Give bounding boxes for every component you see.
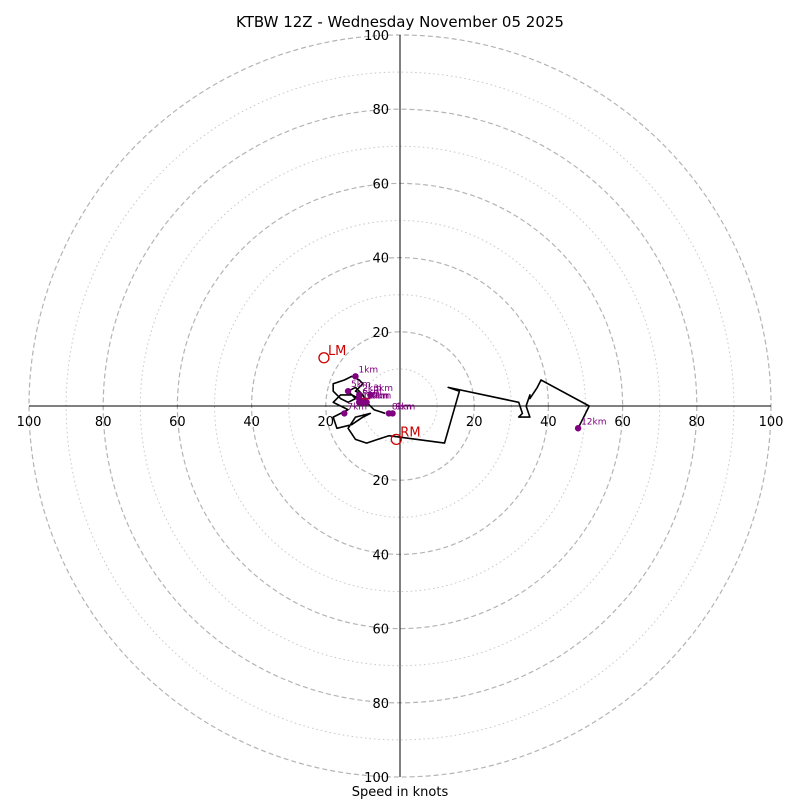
height-label-6km: 6km xyxy=(362,388,382,398)
tick-label-down-20: 20 xyxy=(372,474,389,489)
height-marker-7km xyxy=(341,410,348,417)
tick-label-right-40: 40 xyxy=(540,415,557,430)
height-label-8km: 8km xyxy=(392,402,412,412)
height-marker-11km xyxy=(355,399,363,406)
height-label-9km: 9km xyxy=(396,402,416,412)
height-marker-12km xyxy=(574,425,582,432)
storm-motion-marker-LM xyxy=(318,352,330,364)
height-label-5km: 5km xyxy=(351,380,371,390)
height-label-12km: 12km xyxy=(581,417,606,427)
tick-label-left-60: 60 xyxy=(169,415,186,430)
height-label-7km: 7km xyxy=(347,402,367,412)
tick-labels: 20 20 20 20 40 40 40 40 60 60 60 60 80 80 80 80 100 100 10… xyxy=(17,29,784,786)
height-marker-3km xyxy=(367,391,374,399)
tick-label-down-100: 100 xyxy=(364,771,389,786)
x-axis-label: Speed in knots xyxy=(352,785,449,800)
tick-label-left-40: 40 xyxy=(243,415,260,430)
tick-label-up-80: 80 xyxy=(372,103,389,118)
height-label-2km: 2km xyxy=(362,384,382,394)
height-label-10km: 10km xyxy=(366,391,391,401)
storm-motion-label-RM: RM xyxy=(400,425,420,440)
storm-motion-label-LM: LM xyxy=(328,344,346,359)
tick-label-left-80: 80 xyxy=(95,415,112,430)
tick-label-down-80: 80 xyxy=(372,697,389,712)
tick-label-up-60: 60 xyxy=(372,177,389,192)
tick-label-left-100: 100 xyxy=(17,415,42,430)
height-label-4km: 4km xyxy=(370,391,390,401)
tick-label-up-20: 20 xyxy=(372,326,389,341)
chart-title: KTBW 12Z - Wednesday November 05 2025 xyxy=(236,13,564,31)
tick-label-right-80: 80 xyxy=(689,415,706,430)
hodograph-trace xyxy=(332,375,590,444)
tick-label-right-60: 60 xyxy=(614,415,631,430)
height-marker-1km xyxy=(352,373,359,380)
tick-label-left-20: 20 xyxy=(318,415,335,430)
height-marker-5km xyxy=(344,387,352,395)
height-label-1km: 1km xyxy=(358,365,378,375)
tick-label-up-100: 100 xyxy=(364,29,389,44)
tick-label-down-60: 60 xyxy=(372,623,389,638)
height-label-3km: 3km xyxy=(373,384,393,394)
grid-rings xyxy=(28,34,772,778)
tick-label-down-40: 40 xyxy=(372,548,389,563)
height-marker-9km xyxy=(389,410,396,417)
height-label-11km: 11km xyxy=(362,391,387,401)
tick-label-right-100: 100 xyxy=(759,415,784,430)
storm-motion-marker-RM xyxy=(390,433,402,446)
tick-label-right-20: 20 xyxy=(466,415,483,430)
tick-label-up-40: 40 xyxy=(372,252,389,267)
